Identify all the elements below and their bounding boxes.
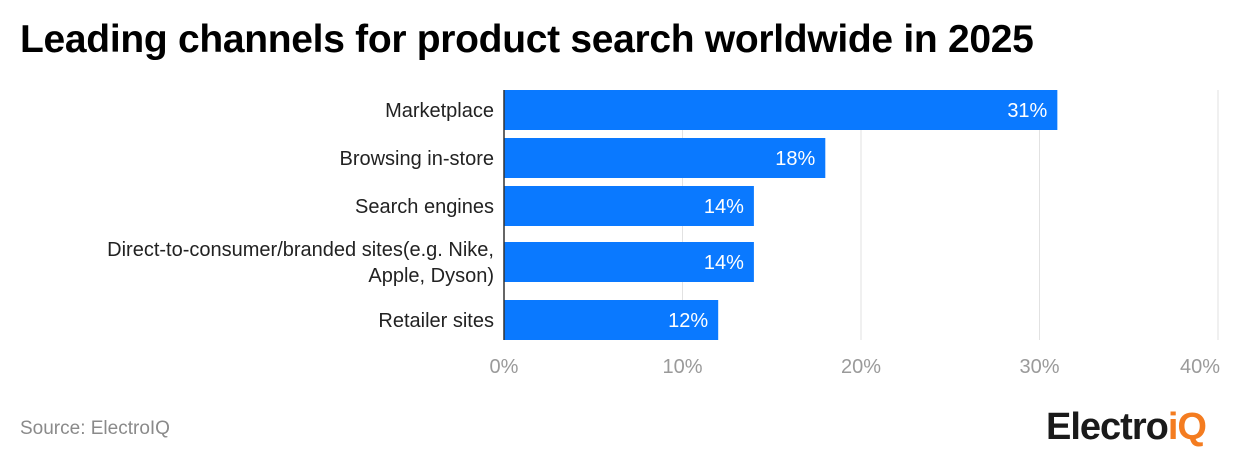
category-label-4: Retailer sites: [378, 310, 494, 332]
value-label-4: 12%: [668, 310, 708, 332]
x-tick-label-0: 0%: [490, 356, 519, 378]
category-label-3: Direct-to-consumer/branded sites(e.g. Ni…: [107, 239, 494, 287]
bar-1: [504, 138, 826, 178]
category-label-line: Browsing in-store: [339, 148, 494, 170]
category-label-0: Marketplace: [385, 100, 494, 122]
value-label-0: 31%: [1007, 100, 1047, 122]
category-label-line: Apple, Dyson): [368, 265, 494, 287]
category-label-line: Retailer sites: [378, 310, 494, 332]
x-tick-label-30: 30%: [1019, 356, 1059, 378]
source-note: Source: ElectroIQ: [20, 418, 170, 439]
electroiq-logo: ElectroiQ: [1046, 406, 1207, 449]
x-tick-label-10: 10%: [662, 356, 702, 378]
chart-title: Leading channels for product search worl…: [20, 18, 1034, 61]
bar-3: [504, 242, 754, 282]
bar-chart: 31% Marketplace 18% Browsing in-store 14% Sea…: [107, 90, 1220, 378]
bar-0: [504, 90, 1058, 130]
category-label-line: Search engines: [355, 196, 494, 218]
bar-4: [504, 300, 719, 340]
category-label-2: Search engines: [355, 196, 494, 218]
value-label-3: 14%: [704, 252, 744, 274]
value-label-2: 14%: [704, 196, 744, 218]
x-tick-label-20: 20%: [841, 356, 881, 378]
logo-text-accent: iQ: [1167, 406, 1207, 448]
value-label-1: 18%: [775, 148, 815, 170]
logo-text-main: Electro: [1046, 406, 1169, 448]
category-label-line: Direct-to-consumer/branded sites(e.g. Ni…: [107, 239, 494, 261]
bar-2: [504, 186, 754, 226]
category-label-1: Browsing in-store: [339, 148, 494, 170]
x-tick-label-40: 40%: [1180, 356, 1220, 378]
category-label-line: Marketplace: [385, 100, 494, 122]
